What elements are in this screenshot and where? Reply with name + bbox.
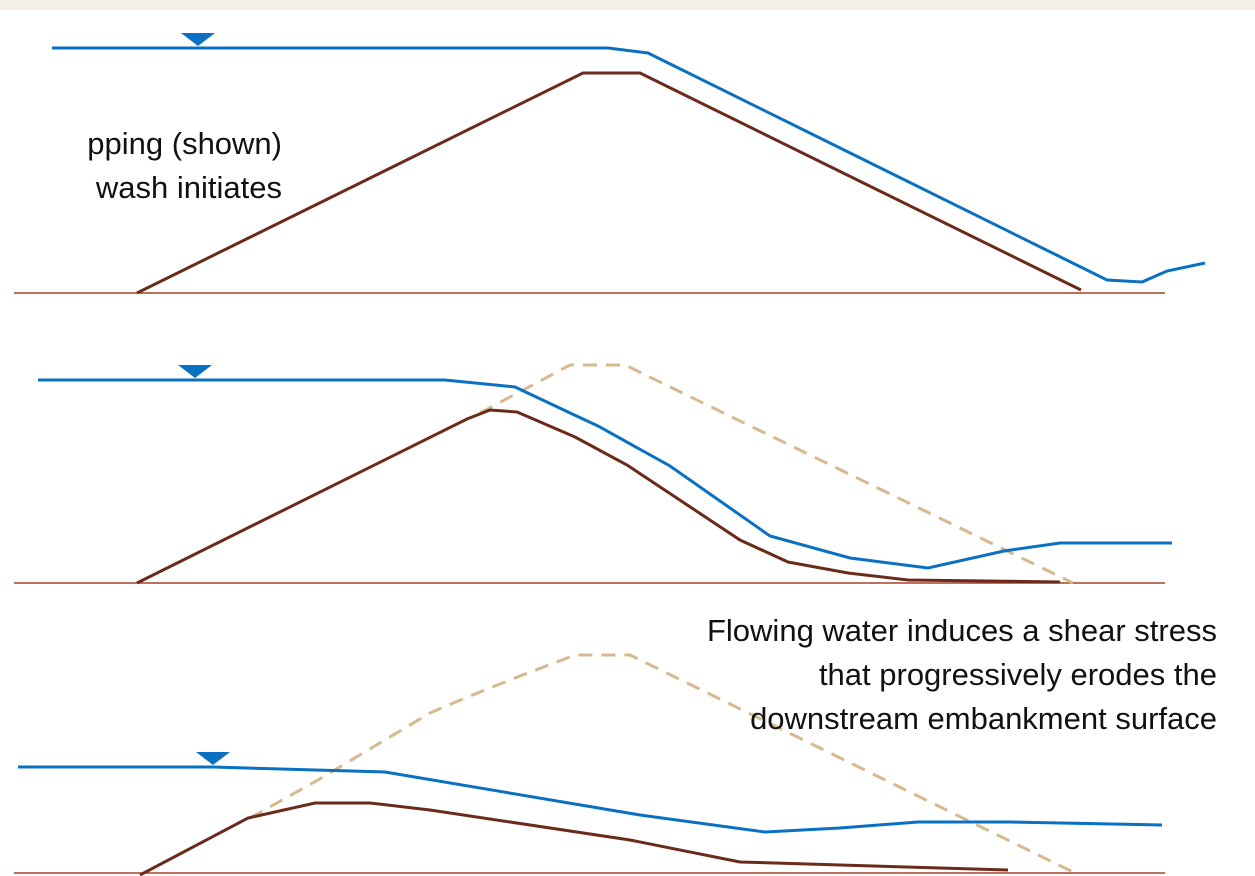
- stage-2-water-level-marker: [178, 365, 212, 378]
- stage-1-water-level-marker: [181, 33, 215, 46]
- stage-3-original-profile: [249, 653, 1074, 874]
- stage-2: [14, 363, 1172, 585]
- stage-1: [14, 33, 1206, 295]
- stage-3-embankment: [139, 801, 1009, 876]
- stage-1-caption: pping (shown) wash initiates: [0, 122, 282, 210]
- stage-1-embankment: [136, 71, 1082, 295]
- stage-2-embankment: [136, 408, 1061, 585]
- stage-3: [14, 653, 1165, 876]
- stage-3-water-surface: [18, 765, 1163, 834]
- stage-1-water-surface: [52, 46, 1206, 284]
- stage-2-water-surface: [38, 378, 1172, 570]
- stage-2-original-profile: [479, 363, 1074, 585]
- stage-1-caption-line-2: wash initiates: [95, 170, 282, 205]
- stage-1-caption-line-1: pping (shown): [87, 126, 282, 161]
- stage-3-caption: Flowing water induces a shear stress tha…: [497, 609, 1217, 741]
- top-band: [0, 0, 1255, 10]
- stage-3-caption-line-1: Flowing water induces a shear stress: [706, 613, 1217, 648]
- stage-3-water-level-marker: [196, 752, 230, 765]
- stage-3-caption-line-3: downstream embankment surface: [750, 701, 1217, 736]
- stage-3-caption-line-2: that progressively erodes the: [818, 657, 1217, 692]
